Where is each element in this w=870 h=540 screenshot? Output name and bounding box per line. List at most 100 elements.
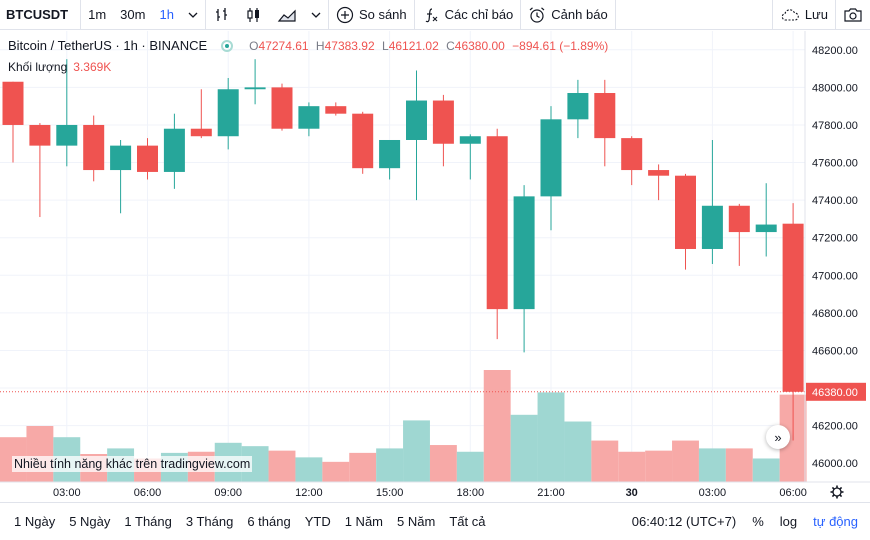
compare-button[interactable]: So sánh	[329, 0, 414, 30]
price-tick-label: 47000.00	[812, 270, 858, 282]
interval-dropdown-button[interactable]	[181, 0, 205, 30]
candle-body	[701, 205, 723, 249]
time-tick-label: 15:00	[376, 487, 404, 499]
gear-ring	[832, 487, 842, 497]
alarm-clock-icon	[529, 6, 545, 23]
top-toolbar: BTCUSDT 1m 30m 1h So sánh Các chỉ báo Cả…	[0, 0, 870, 30]
ohlc-values: O47274.61 H47383.92 L46121.02 C46380.00 …	[249, 39, 612, 53]
time-tick-label: 12:00	[295, 487, 323, 499]
symbol-search-button[interactable]: BTCUSDT	[6, 7, 69, 22]
watermark-text: Nhiều tính năng khác trên tradingview.co…	[12, 456, 253, 472]
candle-body	[137, 145, 158, 172]
symbol-title[interactable]: Bitcoin / TetherUS · 1h · BINANCE	[8, 38, 208, 53]
save-button[interactable]: Lưu	[773, 0, 835, 30]
candle-chart-style-button[interactable]	[238, 0, 270, 30]
screenshot-button[interactable]	[836, 0, 870, 30]
save-label: Lưu	[804, 7, 828, 22]
candle-body	[567, 93, 589, 120]
close-label: C	[446, 38, 455, 53]
volume-bar	[672, 440, 699, 482]
candle-body	[110, 145, 132, 171]
volume-bar	[268, 450, 296, 482]
time-tick-label: 21:00	[537, 487, 565, 499]
clock-timezone[interactable]: 06:40:12 (UTC+7)	[631, 514, 737, 529]
time-tick-label: 30	[626, 487, 638, 499]
candle-body	[728, 205, 750, 233]
price-chart[interactable]: 46000.0046200.0046400.0046600.0046800.00…	[0, 31, 870, 502]
volume-bar	[403, 420, 430, 482]
range-1d-button[interactable]: 1 Ngày	[14, 514, 56, 529]
indicators-label: Các chỉ báo	[444, 7, 514, 22]
range-1m-button[interactable]: 1 Tháng	[124, 514, 172, 529]
high-value: 47383.92	[324, 38, 375, 53]
area-chart-style-button[interactable]	[270, 0, 304, 30]
toolbar-divider	[614, 0, 616, 30]
volume-value: 3.369K	[73, 60, 112, 74]
settings-gear-icon[interactable]	[830, 485, 844, 499]
interval-1h-button[interactable]: 1h	[159, 7, 174, 22]
interval-30m-button[interactable]: 30m	[120, 7, 146, 22]
range-5y-button[interactable]: 5 Năm	[397, 514, 436, 529]
range-ytd-button[interactable]: YTD	[304, 514, 331, 529]
toolbar-divider	[413, 0, 415, 30]
toolbar-divider	[520, 0, 522, 30]
toolbar-divider	[327, 0, 329, 30]
range-6m-button[interactable]: 6 tháng	[247, 514, 291, 529]
range-3m-button[interactable]: 3 Tháng	[185, 514, 234, 529]
last-price-label: 46380.00	[812, 387, 858, 399]
price-tick-label: 47200.00	[812, 233, 858, 245]
candle-body	[163, 128, 185, 172]
toolbar-divider	[771, 0, 773, 30]
volume-label[interactable]: Khối lượng	[8, 60, 68, 74]
volume-bar	[429, 445, 457, 482]
range-5d-button[interactable]: 5 Ngày	[69, 514, 111, 529]
alert-button[interactable]: Cảnh báo	[521, 0, 614, 30]
volume-bar	[376, 448, 404, 482]
open-label: O	[249, 38, 259, 53]
price-tick-label: 47600.00	[812, 158, 858, 170]
price-tick-label: 46600.00	[812, 345, 858, 357]
time-tick-label: 18:00	[457, 487, 485, 499]
candle-body	[379, 139, 401, 169]
candle-body	[406, 100, 427, 140]
candle-body	[648, 170, 670, 176]
toolbar-divider	[204, 0, 206, 30]
volume-bar	[591, 440, 619, 482]
candle-body	[217, 89, 239, 137]
candle-body	[2, 81, 24, 125]
indicators-button[interactable]: Các chỉ báo	[415, 0, 521, 30]
scroll-to-realtime-button[interactable]: »	[766, 425, 790, 449]
bars-icon	[215, 7, 227, 21]
candle-body	[271, 87, 293, 129]
interval-1m-button[interactable]: 1m	[88, 7, 107, 22]
toolbar-divider	[80, 0, 82, 30]
gear-tooth	[831, 486, 835, 490]
candle-body	[325, 106, 347, 114]
bar-chart-style-button[interactable]	[206, 0, 238, 30]
candle-body	[83, 124, 105, 171]
time-tick-label: 06:00	[134, 487, 162, 499]
chart-legend: Bitcoin / TetherUS · 1h · BINANCE O47274…	[8, 38, 612, 53]
area-chart-icon	[277, 9, 296, 22]
percent-scale-toggle[interactable]: %	[752, 514, 764, 529]
gear-tooth	[831, 494, 835, 498]
cloud-icon	[781, 8, 799, 21]
toolbar-divider	[835, 0, 836, 30]
close-value: 46380.00	[454, 38, 505, 53]
volume-legend: Khối lượng 3.369K	[8, 60, 111, 74]
gear-tooth	[839, 486, 843, 490]
volume-bar	[483, 370, 511, 482]
candle-body	[432, 100, 454, 144]
volume-bar	[645, 450, 673, 482]
low-label: L	[382, 38, 389, 53]
price-tick-label: 47800.00	[812, 120, 858, 132]
log-scale-toggle[interactable]: log	[779, 514, 798, 529]
range-all-button[interactable]: Tất cả	[449, 514, 486, 529]
chart-style-dropdown-button[interactable]	[304, 0, 328, 30]
gear-tooth	[839, 494, 843, 498]
function-icon	[425, 7, 438, 22]
range-1y-button[interactable]: 1 Năm	[344, 514, 384, 529]
price-tick-label: 48200.00	[812, 45, 858, 57]
volume-bar	[26, 426, 54, 482]
auto-scale-toggle[interactable]: tự động	[813, 514, 858, 529]
